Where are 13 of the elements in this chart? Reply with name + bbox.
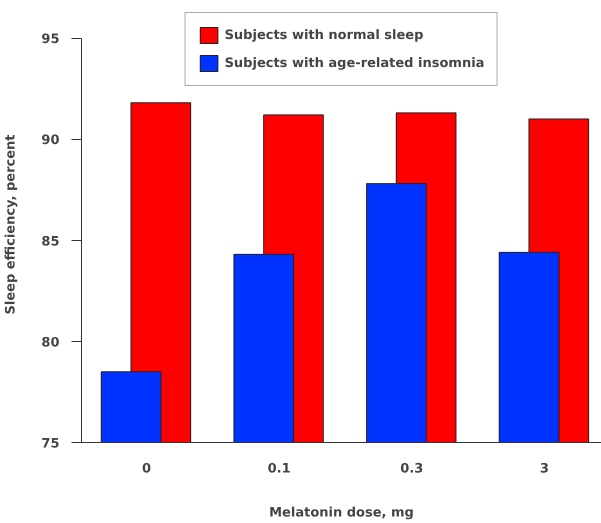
x-tick-label: 0.1 bbox=[268, 462, 291, 476]
x-tick-label: 3 bbox=[540, 462, 549, 476]
x-tick-label: 0.3 bbox=[400, 462, 424, 476]
x-axis-title: Melatonin dose, mg bbox=[269, 506, 414, 520]
y-tick-label: 90 bbox=[41, 133, 60, 148]
legend-label: Subjects with normal sleep bbox=[224, 28, 424, 42]
x-tick-label: 0 bbox=[142, 462, 152, 476]
y-axis-title: Sleep efficiency, percent bbox=[3, 134, 18, 314]
y-tick-label: 95 bbox=[41, 32, 60, 48]
y-tick-label: 85 bbox=[41, 234, 60, 250]
y-tick-label: 75 bbox=[41, 436, 60, 452]
legend-label: Subjects with age-related insomnia bbox=[224, 56, 484, 70]
y-tick-label: 80 bbox=[41, 335, 60, 350]
